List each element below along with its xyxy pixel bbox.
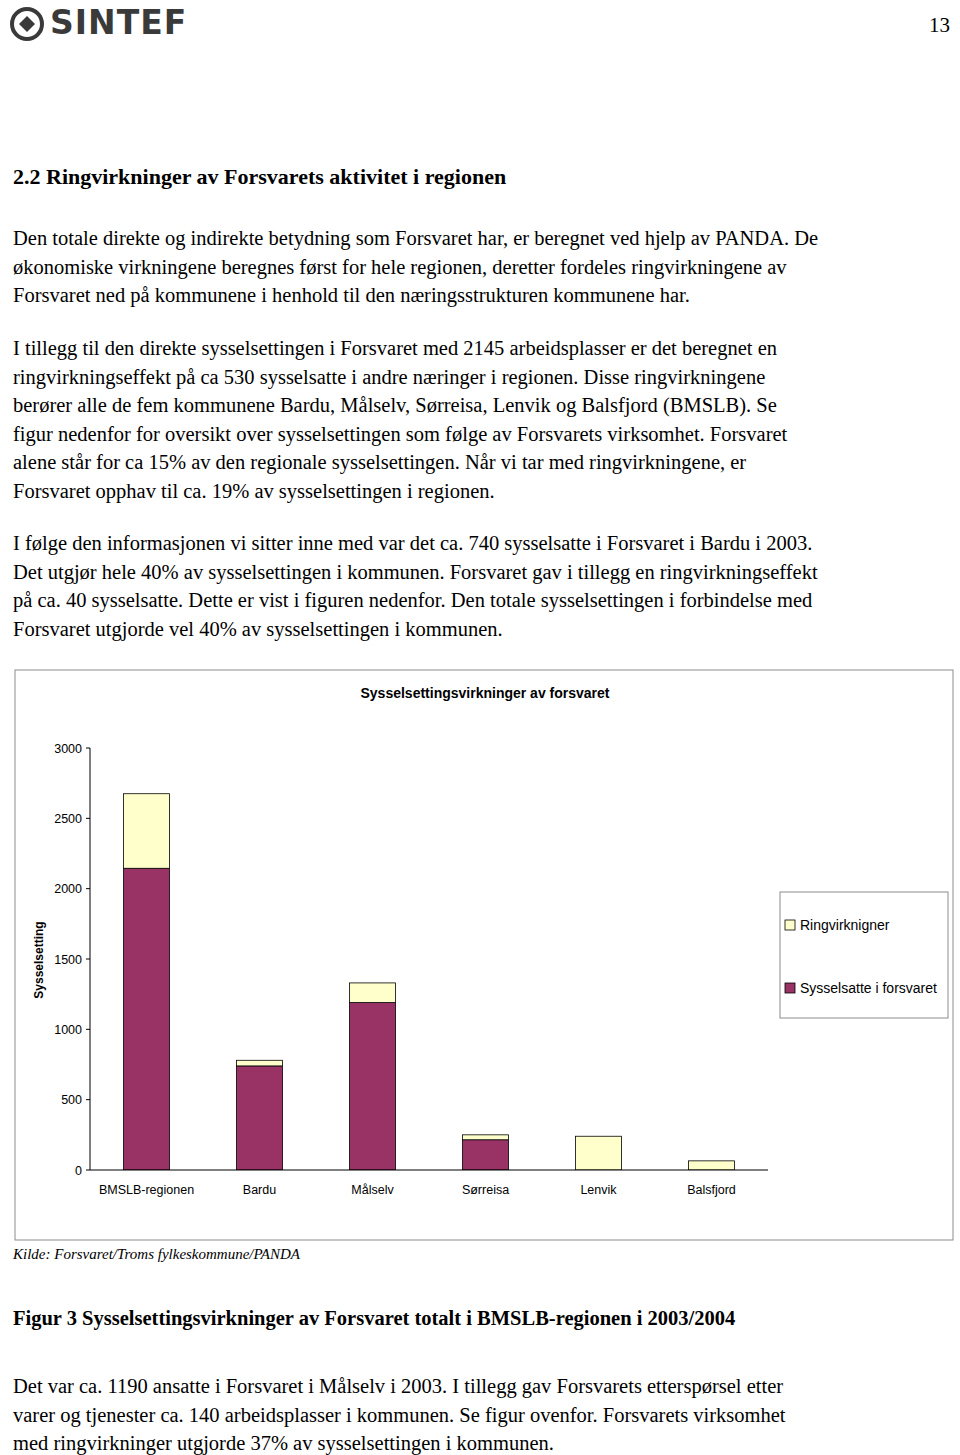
paragraph-line: figur nedenfor for oversikt over syssels… (13, 422, 787, 446)
y-tick (86, 959, 90, 960)
y-tick-label: 500 (61, 1093, 82, 1107)
figure-source: Kilde: Forsvaret/Troms fylkeskommune/PAN… (13, 1245, 300, 1263)
logo-text: SINTEF (50, 4, 187, 42)
paragraph-line: økonomiske virkningene beregnes først fo… (13, 255, 787, 279)
logo-icon (10, 7, 44, 41)
y-tick (86, 1029, 90, 1030)
y-tick-label: 1000 (54, 1023, 82, 1037)
logo-ring (12, 9, 42, 39)
chart: Sysselsettingsvirkninger av forsvaret Sys… (0, 0, 960, 1455)
y-tick-label: 1500 (54, 953, 82, 967)
bar-segment (237, 1066, 283, 1170)
bar-segment (350, 1003, 396, 1170)
y-axis-label: Sysselsetting (32, 921, 46, 998)
y-tick (86, 1170, 90, 1171)
y-tick (86, 748, 90, 749)
paragraph-line: I tillegg til den direkte sysselsettinge… (13, 336, 777, 360)
legend-label: Ringvirknigner (800, 917, 890, 933)
x-axis-line (90, 1170, 768, 1171)
bar-segment (124, 794, 170, 869)
bar-segment (576, 1136, 622, 1170)
bar-segment (463, 1135, 509, 1140)
legend-swatch (785, 983, 795, 993)
paragraph-line: Forsvaret ned på kommunene i henhold til… (13, 283, 690, 307)
x-tick-label: Lenvik (580, 1183, 617, 1197)
figure-caption: Figur 3 Sysselsettingsvirkninger av Fors… (13, 1305, 735, 1331)
chart-frame (15, 670, 953, 1240)
y-tick-label: 2000 (54, 882, 82, 896)
chart-title: Sysselsettingsvirkninger av forsvaret (360, 685, 609, 701)
bar-segment (124, 868, 170, 1170)
y-tick (86, 888, 90, 889)
paragraph-line: I følge den informasjonen vi sitter inne… (13, 531, 812, 555)
y-tick (86, 818, 90, 819)
page-number: 13 (929, 13, 950, 37)
legend-box (780, 892, 948, 1018)
bar-segment (237, 1060, 283, 1066)
legend-label: Sysselsatte i forsvaret (800, 980, 937, 996)
paragraph-line: med ringvirkninger utgjorde 37% av sysse… (13, 1431, 554, 1455)
paragraph-line: på ca. 40 sysselsatte. Dette er vist i f… (13, 588, 812, 612)
x-tick-label: Målselv (351, 1183, 394, 1197)
paragraph-line: ringvirkningseffekt på ca 530 sysselsatt… (13, 365, 765, 389)
y-axis-line (90, 748, 91, 1170)
paragraph-line: Det utgjør hele 40% av sysselsettingen i… (13, 560, 818, 584)
bar-segment (463, 1140, 509, 1170)
bars (124, 794, 735, 1170)
section-heading: 2.2 Ringvirkninger av Forsvarets aktivit… (13, 164, 506, 190)
bar-segment (689, 1161, 735, 1170)
legend-swatch (785, 920, 795, 930)
paragraph-line: Den totale direkte og indirekte betydnin… (13, 226, 818, 250)
x-tick-label: Bardu (243, 1183, 276, 1197)
y-tick-label: 0 (75, 1164, 82, 1178)
x-tick-label: Balsfjord (687, 1183, 736, 1197)
paragraph-line: berører alle de fem kommunene Bardu, Mål… (13, 393, 777, 417)
paragraph-line: alene står for ca 15% av den regionale s… (13, 450, 746, 474)
logo-diamond (19, 16, 35, 32)
y-tick (86, 1099, 90, 1100)
paragraph-line: varer og tjenester ca. 140 arbeidsplasse… (13, 1403, 786, 1427)
paragraph-line: Forsvaret utgjorde vel 40% av sysselsett… (13, 617, 503, 641)
bar-segment (350, 983, 396, 1003)
paragraph-line: Forsvaret opphav til ca. 19% av sysselse… (13, 479, 495, 503)
y-tick-label: 3000 (54, 742, 82, 756)
paragraph-line: Det var ca. 1190 ansatte i Forsvaret i M… (13, 1374, 783, 1398)
y-tick-label: 2500 (54, 812, 82, 826)
x-tick-label: BMSLB-regionen (99, 1183, 194, 1197)
x-tick-label: Sørreisa (462, 1183, 509, 1197)
page: SINTEF 13 2.2 Ringvirkninger av Forsvarets… (0, 0, 960, 1455)
